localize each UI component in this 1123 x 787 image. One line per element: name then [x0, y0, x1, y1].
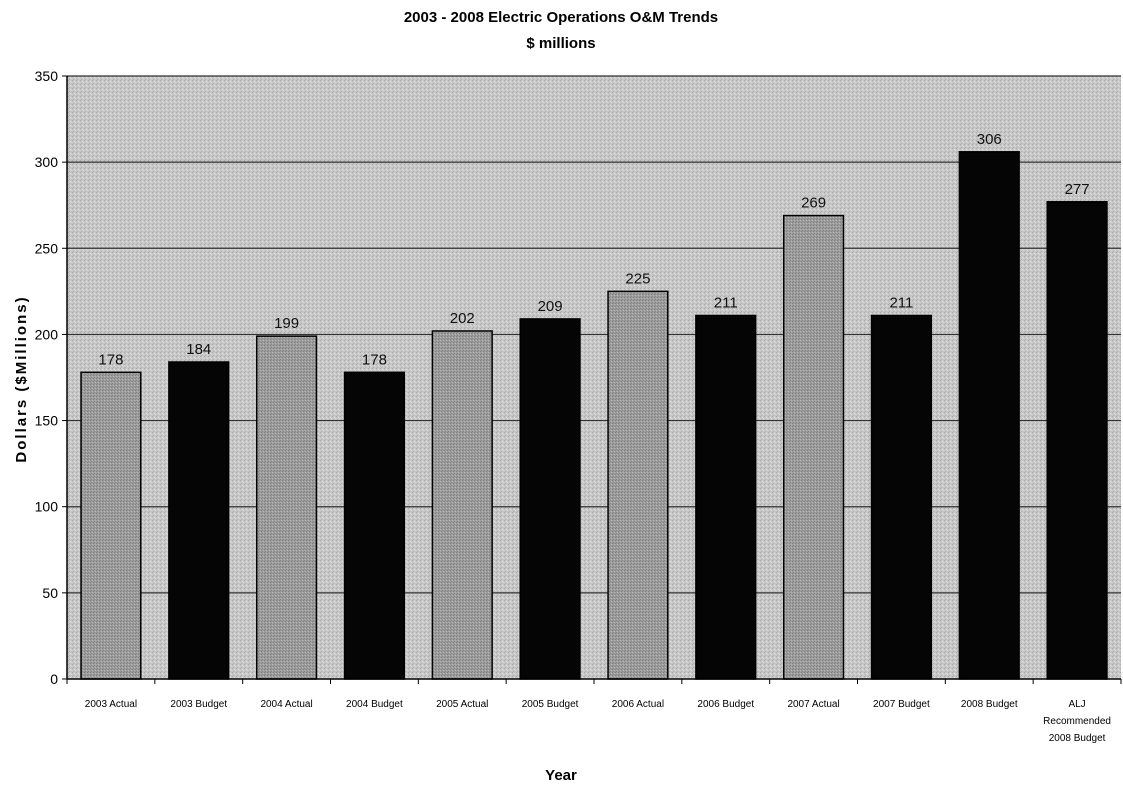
bar-3 — [255, 335, 318, 680]
x-tick-label-10: 2007 Budget — [873, 699, 930, 710]
x-axis-label: Year — [545, 767, 577, 784]
y-tick-label: 100 — [35, 499, 59, 515]
x-axis-ticks: 2003 Actual 2003 Budget 2004 Actual 2004 Bu… — [66, 679, 1122, 744]
y-axis-label: Dollars ($Millions) — [13, 295, 30, 462]
data-label-9: 269 — [801, 195, 826, 212]
data-label-12: 277 — [1065, 181, 1090, 198]
x-tick-label-4: 2004 Budget — [346, 699, 403, 710]
x-tick-label-5: 2005 Actual — [436, 699, 488, 710]
bar-8 — [695, 314, 757, 680]
bar-2 — [168, 361, 230, 680]
data-label-1: 178 — [98, 351, 123, 368]
bar-1 — [80, 371, 142, 680]
y-axis-ticks: 0 50 100 150 200 250 300 350 — [35, 68, 67, 687]
x-tick-label-8: 2006 Budget — [697, 699, 754, 710]
x-tick-label-9: 2007 Actual — [787, 699, 839, 710]
x-tick-label-3: 2004 Actual — [260, 699, 312, 710]
bar-11 — [958, 151, 1020, 680]
data-label-5: 202 — [450, 310, 475, 327]
x-tick-label-7: 2006 Actual — [612, 699, 664, 710]
data-label-2: 184 — [186, 341, 211, 358]
y-tick-label: 50 — [42, 585, 58, 601]
chart-title: 2003 - 2008 Electric Operations O&M Tren… — [404, 9, 718, 26]
bar-4 — [343, 371, 406, 680]
y-tick-label: 150 — [35, 413, 59, 429]
y-tick-label: 200 — [35, 326, 59, 342]
y-tick-label: 250 — [35, 240, 59, 256]
bar-10 — [870, 314, 933, 680]
data-labels: 178 184 199 178 202 209 225 211 269 211 306 277 — [98, 131, 1089, 369]
chart-subtitle: $ millions — [526, 35, 595, 52]
data-label-7: 225 — [625, 270, 650, 287]
y-tick-label: 300 — [35, 154, 59, 170]
x-tick-label-2: 2003 Budget — [170, 699, 227, 710]
x-tick-label-12: ALJ Recommended 2008 Budget — [1043, 699, 1111, 744]
bar-5 — [431, 330, 493, 680]
bar-6 — [519, 318, 581, 680]
bar-7 — [607, 290, 669, 680]
x-tick-label-6: 2005 Budget — [522, 699, 579, 710]
data-label-6: 209 — [538, 298, 563, 315]
data-label-3: 199 — [274, 315, 299, 332]
data-label-8: 211 — [714, 294, 738, 311]
bar-9 — [782, 214, 845, 680]
x-tick-label-1: 2003 Actual — [85, 699, 137, 710]
data-label-10: 211 — [889, 294, 913, 311]
y-tick-label: 0 — [50, 671, 58, 687]
data-label-11: 306 — [977, 131, 1002, 148]
x-tick-label-11: 2008 Budget — [961, 699, 1018, 710]
y-tick-label: 350 — [35, 68, 59, 84]
plot-area — [67, 76, 1121, 679]
gridlines — [67, 75, 1121, 594]
data-label-4: 178 — [362, 351, 387, 368]
bar-12 — [1046, 201, 1108, 680]
